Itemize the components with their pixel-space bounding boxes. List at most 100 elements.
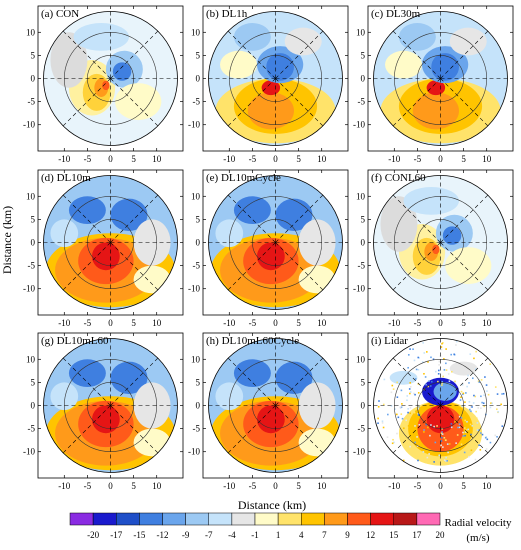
- lidar-speck: [437, 369, 440, 372]
- lidar-speck: [417, 407, 420, 410]
- lidar-speck: [396, 413, 398, 416]
- lidar-speck: [480, 432, 482, 434]
- lidar-speck: [423, 372, 425, 375]
- panel-label: (i) Lidar: [371, 335, 408, 347]
- velocity-patch: [133, 265, 171, 294]
- x-tick-label: -5: [414, 154, 422, 164]
- lidar-speck: [417, 356, 420, 359]
- velocity-patch: [110, 198, 148, 231]
- lidar-speck: [484, 376, 486, 378]
- lidar-speck: [497, 410, 500, 413]
- lidar-speck: [475, 417, 478, 420]
- range-ring: [228, 358, 323, 453]
- lidar-speck: [409, 391, 412, 393]
- lidar-speck: [409, 382, 412, 384]
- y-tick-label: 10: [356, 354, 366, 364]
- panel: -10 -10 -5 -5 0 0 5 5 10 10 (f) CONL60: [353, 169, 514, 328]
- lidar-speck: [456, 434, 459, 436]
- lidar-speck: [455, 442, 457, 444]
- lidar-speck: [414, 425, 416, 427]
- y-tick-label: 0: [31, 238, 36, 248]
- x-tick-label: 5: [461, 318, 466, 328]
- x-tick-label: -10: [58, 481, 70, 491]
- range-ring: [228, 195, 323, 290]
- lidar-speck: [464, 419, 466, 422]
- y-tick-label: 5: [31, 50, 36, 60]
- lidar-speck: [396, 396, 399, 398]
- lidar-speck: [443, 358, 445, 360]
- lidar-speck: [475, 410, 477, 413]
- velocity-patch: [275, 198, 313, 231]
- lidar-speck: [460, 396, 462, 399]
- panel-label: (a) CON: [41, 8, 79, 20]
- x-tick-label: -5: [249, 318, 257, 328]
- lidar-speck: [430, 356, 432, 359]
- lidar-speck: [422, 342, 424, 344]
- lidar-speck: [443, 369, 446, 371]
- lidar-speck: [479, 448, 482, 451]
- lidar-speck: [467, 374, 469, 377]
- x-tick-label: -10: [388, 154, 400, 164]
- x-tick-label: 0: [273, 318, 278, 328]
- panel-label: (c) DL30m: [371, 8, 421, 20]
- lidar-speck: [483, 405, 486, 408]
- lidar-speck: [485, 448, 488, 450]
- velocity-patch: [102, 80, 110, 91]
- colorbar-tick-label: -15: [133, 530, 145, 540]
- range-ring: [393, 31, 488, 126]
- lidar-speck: [417, 412, 419, 415]
- lidar-speck: [454, 380, 456, 383]
- lidar-speck: [463, 451, 466, 454]
- lidar-speck: [413, 411, 416, 414]
- velocity-patch: [68, 359, 106, 388]
- colorbar-segment: [231, 512, 256, 526]
- lidar-speck: [473, 394, 475, 397]
- lidar-speck: [474, 458, 477, 461]
- panel: -10 -10 -5 -5 0 0 5 5 10 10 (a) CON: [23, 5, 184, 164]
- lidar-speck: [486, 438, 489, 441]
- velocity-patch: [92, 242, 120, 271]
- lidar-speck: [413, 359, 416, 362]
- lidar-speck: [415, 410, 417, 413]
- velocity-patch: [257, 242, 285, 271]
- y-tick-label: 5: [361, 50, 366, 60]
- lidar-speck: [446, 459, 449, 462]
- velocity-patch: [266, 53, 294, 81]
- lidar-speck: [490, 402, 492, 404]
- y-tick-label: 10: [356, 191, 366, 201]
- colorbar-title-line2: (m/s): [466, 532, 490, 544]
- lidar-speck: [392, 438, 394, 441]
- lidar-speck: [414, 441, 416, 444]
- lidar-speck: [445, 456, 447, 459]
- colorbar-tick-label: 20: [436, 530, 446, 540]
- lidar-speck: [392, 388, 395, 390]
- x-tick-label: -5: [414, 481, 422, 491]
- velocity-patch: [133, 219, 171, 266]
- lidar-speck: [471, 425, 474, 427]
- lidar-speck: [464, 434, 466, 437]
- lidar-speck: [440, 440, 443, 442]
- velocity-patch: [133, 428, 171, 457]
- colorbar-segment: [69, 512, 94, 526]
- lidar-speck: [494, 434, 497, 437]
- colorbar-segment: [393, 512, 418, 526]
- lidar-speck: [477, 380, 480, 383]
- lidar-speck: [451, 370, 453, 373]
- lidar-speck: [467, 432, 470, 435]
- lidar-speck: [445, 348, 447, 350]
- lidar-speck: [411, 381, 413, 383]
- panel: -10 -10 -5 -5 0 0 5 5 10 10 (b) DL1h: [188, 5, 349, 164]
- panel: -10 -10 -5 -5 0 0 5 5 10 10 (g) DL10mL60: [23, 332, 184, 491]
- lidar-speck: [378, 400, 380, 402]
- y-tick-label: -5: [358, 97, 366, 107]
- x-tick-label: -5: [84, 154, 92, 164]
- lidar-speck: [440, 436, 443, 439]
- y-tick-label: -5: [28, 424, 36, 434]
- lidar-speck: [470, 406, 472, 408]
- y-axis-title: Distance (km): [0, 206, 14, 274]
- y-tick-label: 10: [191, 27, 201, 37]
- velocity-patch: [257, 405, 285, 434]
- velocity-patch: [233, 23, 271, 51]
- x-tick-label: 5: [296, 481, 301, 491]
- lidar-speck: [401, 403, 403, 405]
